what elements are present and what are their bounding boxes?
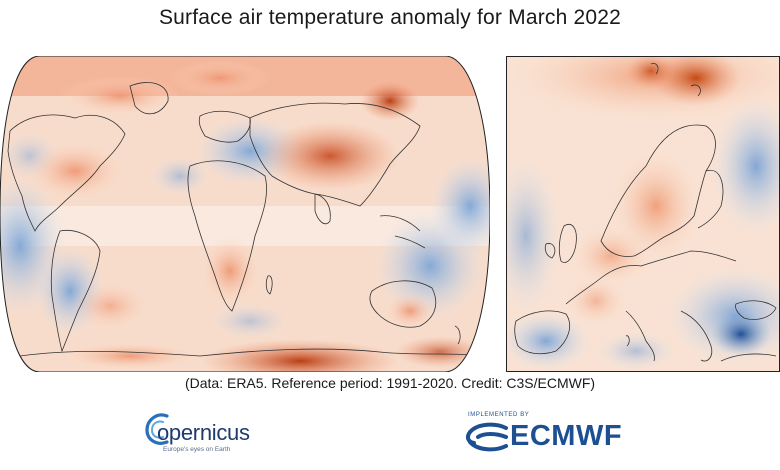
europe-coastlines xyxy=(514,62,777,362)
copernicus-tagline: Europe's eyes on Earth xyxy=(163,446,231,453)
copernicus-logo: opernicus Europe's eyes on Earth xyxy=(143,408,273,458)
warm-anomaly-asia xyxy=(260,121,400,191)
ecmwf-wordmark: ECMWF xyxy=(510,420,623,452)
world-map-frame xyxy=(0,56,490,372)
ecmwf-swirl-icon xyxy=(466,422,508,452)
ecmwf-logo: IMPLEMENTED BY ECMWF xyxy=(466,412,636,456)
cool-anomaly-balkans xyxy=(711,312,771,356)
credit-line: (Data: ERA5. Reference period: 1991-2020… xyxy=(184,375,596,391)
ecmwf-implemented-by: IMPLEMENTED BY xyxy=(468,412,530,418)
world-coastlines xyxy=(7,82,481,357)
europe-anomaly-map xyxy=(506,56,780,372)
world-anomaly-map xyxy=(0,56,490,372)
copernicus-wordmark: opernicus xyxy=(157,420,250,445)
copernicus-c-icon xyxy=(145,413,169,445)
page-title: Surface air temperature anomaly for Marc… xyxy=(158,6,622,29)
